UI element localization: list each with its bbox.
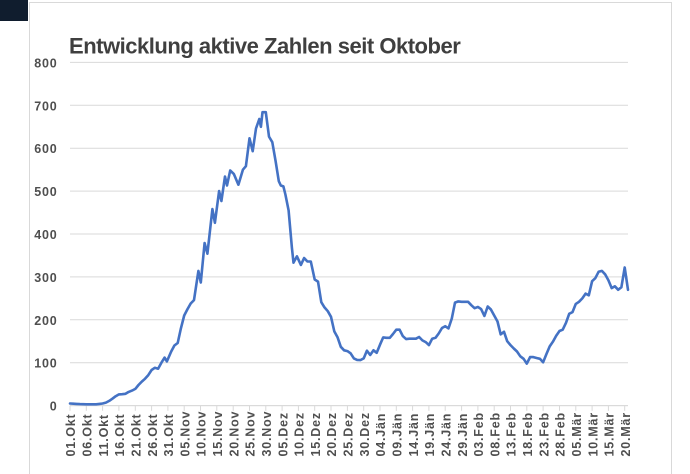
svg-text:15.Nov: 15.Nov: [211, 411, 225, 457]
svg-text:03.Feb: 03.Feb: [472, 412, 486, 456]
svg-text:15.Mär: 15.Mär: [603, 412, 617, 456]
svg-text:25.Dez: 25.Dez: [342, 412, 356, 456]
svg-text:700: 700: [34, 99, 57, 113]
svg-text:20.Mär: 20.Mär: [619, 412, 633, 456]
svg-text:31.Okt: 31.Okt: [162, 413, 176, 456]
svg-text:10.Mär: 10.Mär: [586, 412, 600, 456]
svg-text:05.Nov: 05.Nov: [178, 411, 192, 457]
svg-text:100: 100: [34, 357, 57, 371]
svg-text:30.Dez: 30.Dez: [358, 412, 372, 456]
svg-text:200: 200: [34, 314, 57, 328]
svg-text:500: 500: [34, 185, 57, 199]
svg-text:26.Okt: 26.Okt: [146, 413, 160, 456]
svg-text:23.Feb: 23.Feb: [537, 412, 551, 456]
svg-text:Entwicklung aktive Zahlen seit: Entwicklung aktive Zahlen seit Oktober: [69, 34, 461, 59]
svg-text:21.Okt: 21.Okt: [130, 413, 144, 456]
svg-text:28.Feb: 28.Feb: [554, 412, 568, 456]
svg-text:0: 0: [50, 400, 58, 414]
svg-text:06.Okt: 06.Okt: [81, 413, 95, 456]
svg-text:300: 300: [34, 271, 57, 285]
svg-text:10.Dez: 10.Dez: [293, 412, 307, 456]
svg-text:25.Nov: 25.Nov: [244, 411, 258, 457]
svg-text:20.Dez: 20.Dez: [325, 412, 339, 456]
svg-text:24.Jän: 24.Jän: [439, 413, 453, 457]
svg-text:15.Dez: 15.Dez: [309, 412, 323, 456]
svg-text:14.Jän: 14.Jän: [407, 413, 421, 457]
svg-text:20.Nov: 20.Nov: [227, 411, 241, 457]
svg-text:09.Jän: 09.Jän: [391, 413, 405, 457]
svg-text:01.Okt: 01.Okt: [64, 413, 78, 456]
svg-text:11.Okt: 11.Okt: [97, 414, 111, 456]
svg-text:29.Jän: 29.Jän: [456, 413, 470, 457]
svg-text:18.Feb: 18.Feb: [521, 412, 535, 456]
svg-text:13.Feb: 13.Feb: [505, 412, 519, 456]
svg-text:600: 600: [34, 142, 57, 156]
svg-text:05.Dez: 05.Dez: [276, 412, 290, 456]
svg-text:05.Mär: 05.Mär: [570, 412, 584, 456]
svg-text:400: 400: [34, 228, 57, 242]
svg-text:800: 800: [34, 56, 57, 70]
svg-text:10.Nov: 10.Nov: [195, 411, 209, 457]
svg-text:30.Nov: 30.Nov: [260, 411, 274, 457]
svg-text:16.Okt: 16.Okt: [113, 413, 127, 456]
svg-text:04.Jän: 04.Jän: [374, 413, 388, 457]
svg-text:19.Jän: 19.Jän: [423, 413, 437, 457]
svg-text:08.Feb: 08.Feb: [488, 412, 502, 456]
